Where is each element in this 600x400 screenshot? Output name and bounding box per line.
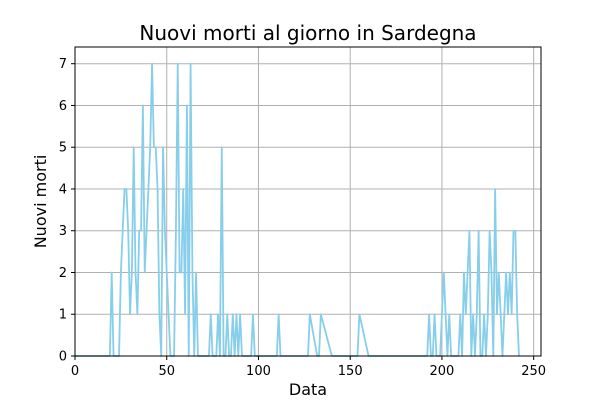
x-tick-label: 50 (158, 364, 175, 379)
y-tick-label: 1 (59, 308, 67, 323)
y-tick-label: 5 (59, 141, 67, 156)
y-tick-label: 0 (59, 350, 67, 365)
y-tick-label: 2 (59, 266, 67, 281)
x-tick-label: 200 (430, 364, 455, 379)
y-tick-label: 7 (59, 57, 67, 72)
x-tick-label: 150 (338, 364, 363, 379)
series-layer (75, 62, 520, 357)
grid (74, 47, 541, 357)
y-tick-label: 6 (59, 99, 67, 114)
series-line (75, 62, 520, 357)
x-tick-label: 100 (246, 364, 271, 379)
x-axis-title: Data (289, 380, 327, 399)
y-axis-title: Nuovi morti (31, 155, 50, 249)
plot-frame (74, 46, 542, 357)
ticks: 0 50 100 150 200 250 0 1 2 3 4 5 6 7 (59, 57, 546, 379)
y-tick-label: 4 (59, 182, 67, 197)
y-tick-label: 3 (59, 224, 67, 239)
x-tick-label: 250 (521, 364, 546, 379)
chart-title: Nuovi morti al giorno in Sardegna (139, 21, 476, 45)
x-tick-label: 0 (71, 364, 79, 379)
